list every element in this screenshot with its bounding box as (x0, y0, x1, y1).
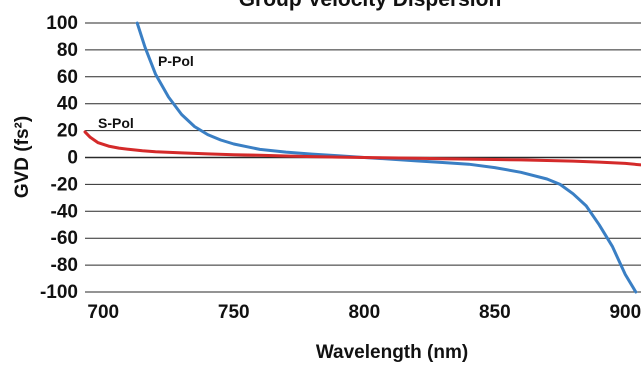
y-tick-neg-100: -100 (40, 282, 78, 303)
series-label-p-pol: P-Pol (158, 53, 194, 69)
x-tick-750: 750 (218, 302, 250, 323)
x-axis-title: Wavelength (nm) (316, 342, 468, 363)
y-tick-neg-40: -40 (51, 201, 78, 222)
x-tick-labels: 700 750 800 850 900 (87, 302, 641, 323)
y-tick-labels: 100 80 60 40 20 0 -20 -40 -60 -80 -100 (40, 13, 78, 303)
x-tick-900: 900 (609, 302, 641, 323)
y-tick-40: 40 (57, 94, 78, 115)
y-tick-0: 0 (67, 148, 78, 169)
series-line-s-pol (83, 130, 641, 167)
y-tick-80: 80 (57, 40, 78, 61)
y-tick-20: 20 (57, 121, 78, 142)
x-tick-700: 700 (87, 302, 119, 323)
y-tick-neg-80: -80 (51, 255, 78, 276)
y-tick-neg-60: -60 (51, 228, 78, 249)
y-axis-title: GVD (fs²) (12, 116, 33, 198)
x-tick-800: 800 (348, 302, 380, 323)
chart-title: Group Velocity Dispersion (239, 0, 502, 11)
y-tick-100: 100 (46, 13, 78, 34)
series-lines (83, 21, 641, 294)
x-tick-850: 850 (479, 302, 511, 323)
y-tick-neg-20: -20 (51, 174, 78, 195)
series-label-s-pol: S-Pol (98, 115, 134, 131)
y-tick-60: 60 (57, 67, 78, 88)
